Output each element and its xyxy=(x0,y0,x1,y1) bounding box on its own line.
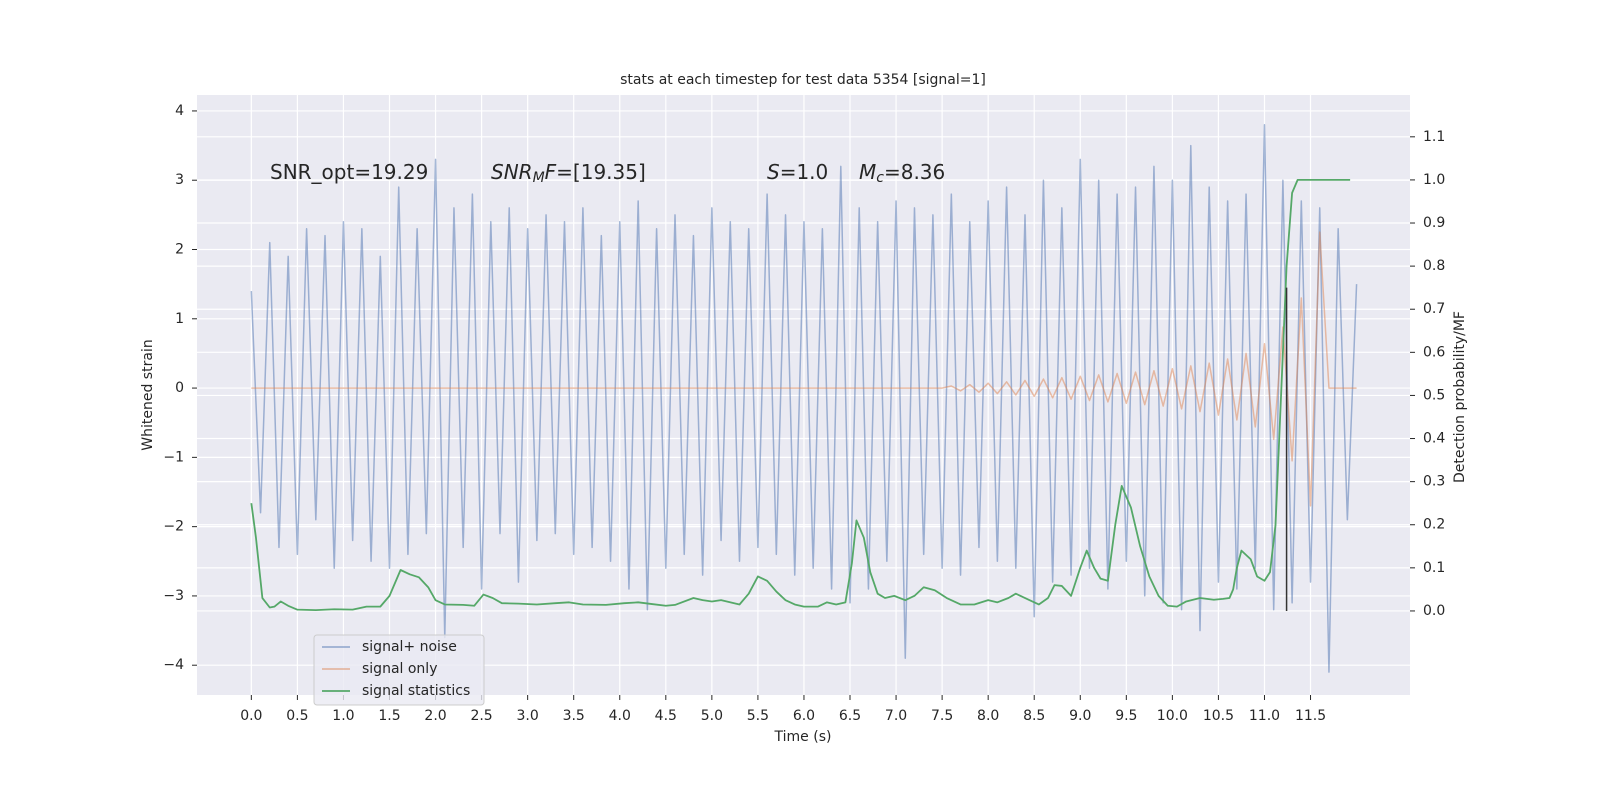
y2-tick-label: 0.4 xyxy=(1423,431,1445,447)
series-line xyxy=(251,231,1357,507)
x-tick-label: 5.5 xyxy=(747,708,769,724)
y-axis-label: Whitened strain xyxy=(140,339,156,450)
x-tick-label: 5.0 xyxy=(701,708,723,724)
x-tick-label: 1.5 xyxy=(378,708,400,724)
legend-label: signal only xyxy=(362,661,437,677)
y-tick-label: 1 xyxy=(175,311,184,327)
x-tick-label: 10.0 xyxy=(1157,708,1188,724)
y2-tick-label: 0.2 xyxy=(1423,517,1445,533)
annotation-part: =8.36 xyxy=(884,160,945,184)
annotation: Mc=8.36 xyxy=(859,160,945,187)
annotation: SNRMF=[19.35] xyxy=(491,160,646,187)
x-tick-label: 2.5 xyxy=(470,708,492,724)
y2-tick-label: 0.0 xyxy=(1423,603,1445,619)
x-tick-label: 11.5 xyxy=(1295,708,1326,724)
x-tick-label: 7.0 xyxy=(885,708,907,724)
y2-tick-label: 0.6 xyxy=(1423,344,1445,360)
y2-tick-label: 1.1 xyxy=(1423,129,1445,145)
annotation-part: SNR_opt=19.29 xyxy=(270,160,428,184)
annotation-part: =1.0 xyxy=(780,160,829,184)
annotation-part: F xyxy=(545,160,557,184)
y2-tick-label: 0.8 xyxy=(1423,258,1445,274)
y-tick-label: −4 xyxy=(163,657,184,673)
y-tick-label: 2 xyxy=(175,242,184,258)
x-tick-label: 9.0 xyxy=(1069,708,1091,724)
annotation-part: =[19.35] xyxy=(556,160,646,184)
annotation-part: M xyxy=(859,160,876,184)
x-tick-label: 1.0 xyxy=(332,708,354,724)
x-tick-label: 0.0 xyxy=(240,708,262,724)
legend-label: signal+ noise xyxy=(362,639,457,655)
x-tick-label: 10.5 xyxy=(1203,708,1234,724)
annotation: S=1.0 xyxy=(767,160,828,184)
x-tick-label: 9.5 xyxy=(1115,708,1137,724)
y2-tick-label: 0.5 xyxy=(1423,387,1445,403)
legend-label: signal statistics xyxy=(362,683,470,699)
x-tick-label: 2.0 xyxy=(424,708,446,724)
x-tick-label: 6.0 xyxy=(793,708,815,724)
annotation-part: SNR xyxy=(491,160,533,184)
y2-tick-label: 0.3 xyxy=(1423,474,1445,490)
y-tick-label: 0 xyxy=(175,380,184,396)
x-tick-label: 4.5 xyxy=(655,708,677,724)
series-line xyxy=(250,179,1351,611)
x-tick-label: 7.5 xyxy=(931,708,953,724)
annotation-part: c xyxy=(876,170,884,186)
x-tick-label: 6.5 xyxy=(839,708,861,724)
y-tick-label: −1 xyxy=(163,449,184,465)
y2-axis-label: Detection probability/MF xyxy=(1452,311,1468,483)
annotation-part: M xyxy=(533,170,545,186)
y-tick-label: −2 xyxy=(163,519,184,535)
y-tick-label: 4 xyxy=(175,103,184,119)
x-tick-label: 0.5 xyxy=(286,708,308,724)
x-axis-label: Time (s) xyxy=(774,729,832,745)
y-tick-label: −3 xyxy=(163,588,184,604)
y2-tick-label: 0.9 xyxy=(1423,215,1445,231)
chart-title: stats at each timestep for test data 535… xyxy=(620,72,986,88)
y-tick-label: 3 xyxy=(175,172,184,188)
legend-box xyxy=(313,634,485,706)
y2-tick-label: 0.1 xyxy=(1423,560,1445,576)
annotation-part: S xyxy=(767,160,780,184)
annotation: SNR_opt=19.29 xyxy=(270,160,428,184)
x-tick-label: 3.0 xyxy=(517,708,539,724)
x-tick-label: 4.0 xyxy=(609,708,631,724)
y2-tick-label: 1.0 xyxy=(1423,172,1445,188)
y2-tick-label: 0.7 xyxy=(1423,301,1445,317)
x-tick-label: 11.0 xyxy=(1249,708,1280,724)
x-tick-label: 8.0 xyxy=(977,708,999,724)
x-tick-label: 8.5 xyxy=(1023,708,1045,724)
x-tick-label: 3.5 xyxy=(563,708,585,724)
series-line xyxy=(250,124,1358,673)
